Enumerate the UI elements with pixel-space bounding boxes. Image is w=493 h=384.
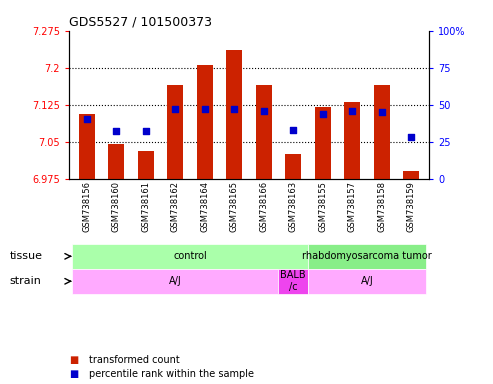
Text: A/J: A/J — [169, 276, 181, 286]
Text: transformed count: transformed count — [89, 355, 179, 365]
Bar — [308, 244, 426, 269]
Point — [230, 106, 238, 112]
Point — [260, 108, 268, 114]
Bar — [138, 151, 154, 179]
Text: percentile rank within the sample: percentile rank within the sample — [89, 369, 254, 379]
Text: rhabdomyosarcoma tumor: rhabdomyosarcoma tumor — [302, 251, 432, 262]
Bar — [315, 107, 331, 179]
Bar — [108, 144, 124, 179]
Point — [407, 134, 415, 140]
Bar — [72, 269, 279, 294]
Point — [378, 109, 386, 115]
Text: ■: ■ — [69, 369, 78, 379]
Point — [142, 128, 150, 134]
Bar — [255, 85, 272, 179]
Bar — [403, 171, 420, 179]
Bar — [285, 154, 301, 179]
Bar — [167, 85, 183, 179]
Text: tissue: tissue — [10, 251, 43, 262]
Text: ■: ■ — [69, 355, 78, 365]
Point — [348, 108, 356, 114]
Bar — [344, 102, 360, 179]
Bar — [72, 244, 308, 269]
Point — [171, 106, 179, 112]
Point — [83, 116, 91, 122]
Bar — [226, 50, 243, 179]
Text: GDS5527 / 101500373: GDS5527 / 101500373 — [69, 15, 212, 28]
Bar — [197, 65, 213, 179]
Point — [201, 106, 209, 112]
Point — [112, 128, 120, 134]
Bar — [374, 85, 390, 179]
Bar — [78, 114, 95, 179]
Text: strain: strain — [10, 276, 42, 286]
Text: A/J: A/J — [360, 276, 373, 286]
Text: control: control — [173, 251, 207, 262]
Text: BALB
/c: BALB /c — [281, 270, 306, 292]
Bar — [308, 269, 426, 294]
Bar — [279, 269, 308, 294]
Point — [289, 127, 297, 133]
Point — [319, 111, 327, 117]
